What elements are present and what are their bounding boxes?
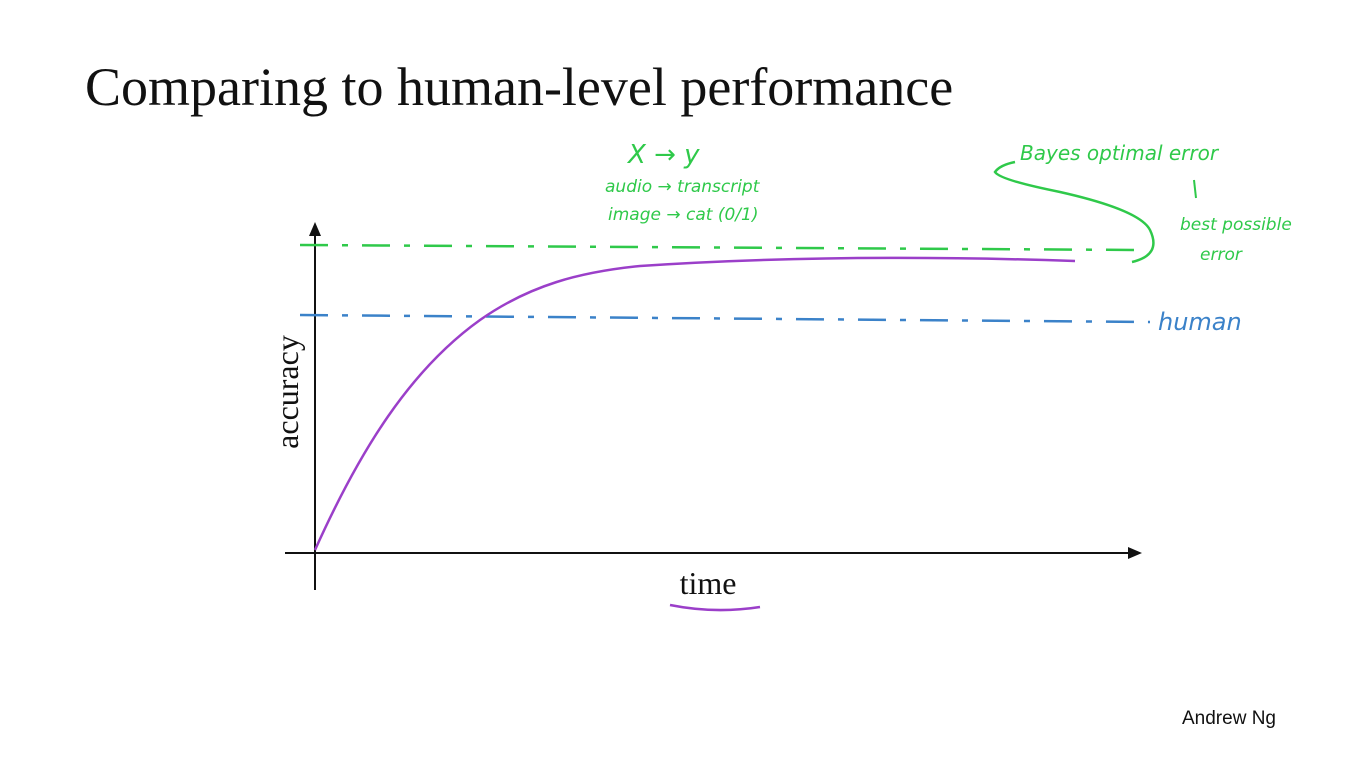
human-level-line xyxy=(299,313,1151,324)
annotation-xy: X → y xyxy=(626,140,700,170)
x-axis-arrow xyxy=(1128,547,1142,559)
annotation-best-possible: best possible xyxy=(1180,215,1292,235)
y-axis-arrow xyxy=(309,222,321,236)
accuracy-curve xyxy=(313,256,1076,551)
y-axis-label: accuracy xyxy=(269,335,305,449)
brace xyxy=(993,160,1155,264)
underline xyxy=(669,603,761,612)
annotation-error: error xyxy=(1200,245,1243,265)
annotation-bayes: Bayes optimal error xyxy=(1020,141,1220,165)
annotation-audio: audio → transcript xyxy=(605,177,761,197)
bayes-error-line xyxy=(299,243,1141,252)
slide-title: Comparing to human-level performance xyxy=(85,57,953,117)
x-axis-label: time xyxy=(680,565,737,601)
footer-author: Andrew Ng xyxy=(1182,708,1276,729)
annotation-human: human xyxy=(1158,308,1242,336)
annotation-image: image → cat (0/1) xyxy=(608,205,758,225)
connector xyxy=(1193,179,1197,199)
